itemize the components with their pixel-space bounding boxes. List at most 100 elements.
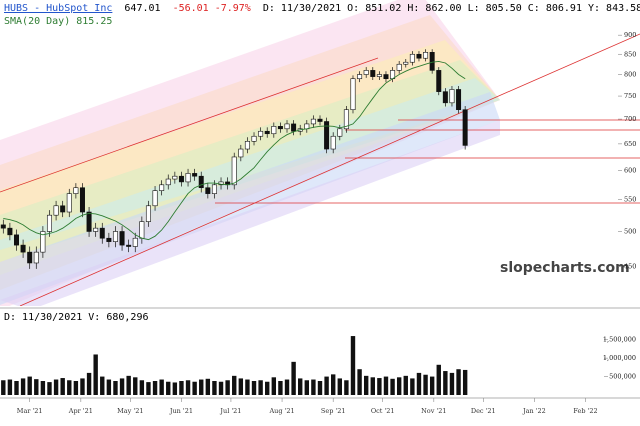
x-tick-label: Mar '21 xyxy=(17,407,43,415)
candle-body xyxy=(60,205,66,213)
candle-body xyxy=(258,130,264,137)
x-tick-label: Jan '22 xyxy=(522,407,546,415)
y-tick-label: 700 xyxy=(624,115,636,123)
candle-body xyxy=(27,251,33,264)
volume-bar xyxy=(390,378,395,395)
candle-body xyxy=(46,214,52,232)
volume-bar xyxy=(271,377,277,395)
candle-body xyxy=(251,135,257,142)
candle-body xyxy=(409,53,415,63)
candle-body xyxy=(0,224,6,229)
volume-bar xyxy=(284,379,290,395)
candle-body xyxy=(271,126,277,135)
volume-bar xyxy=(245,379,250,395)
x-tick-label: Apr '21 xyxy=(68,407,93,415)
quote-line: HUBS - HubSpot Inc 647.01 -56.01 -7.97% … xyxy=(4,3,640,14)
candle-body xyxy=(152,190,158,207)
volume-bar xyxy=(212,381,217,395)
candle-body xyxy=(112,231,118,242)
candle-body xyxy=(33,251,39,264)
volume-bar xyxy=(7,379,13,395)
volume-bar xyxy=(199,379,204,395)
y-tick-label: 800 xyxy=(624,71,636,79)
candle-body xyxy=(363,70,369,75)
volume-bar xyxy=(159,379,164,395)
volume-bar xyxy=(179,381,184,395)
candle-body xyxy=(337,128,343,137)
candle-body xyxy=(244,141,250,150)
candle-body xyxy=(73,187,79,194)
y-tick-label: 900 xyxy=(624,31,636,39)
volume-bar xyxy=(436,364,441,395)
candle-body xyxy=(291,123,297,132)
candle-body xyxy=(20,244,26,253)
volume-bar xyxy=(363,375,369,395)
volume-bar xyxy=(344,380,349,395)
volume-bar xyxy=(1,380,6,395)
volume-bar xyxy=(324,376,329,395)
candle-body xyxy=(238,148,244,158)
candle-body xyxy=(264,130,270,135)
volume-bar xyxy=(113,381,118,395)
candle-body xyxy=(330,135,336,150)
volume-bar xyxy=(86,372,92,395)
candle-body xyxy=(403,61,409,65)
volume-bar xyxy=(377,378,382,395)
candle-body xyxy=(178,175,184,183)
candle-body xyxy=(370,70,376,77)
volume-bar xyxy=(291,361,296,395)
candle-body xyxy=(211,184,217,194)
candle-body xyxy=(218,181,224,186)
watermark: slopecharts.com xyxy=(500,260,630,276)
volume-bar xyxy=(119,378,125,395)
y-tick-label: 500 xyxy=(624,227,636,235)
volume-bar xyxy=(53,379,59,395)
candle-body xyxy=(126,244,132,247)
ohlc: D: 11/30/2021 O: 851.02 H: 862.00 L: 805… xyxy=(263,3,640,14)
candle-body xyxy=(93,227,99,232)
volume-bar xyxy=(172,382,178,395)
candle-body xyxy=(462,109,468,146)
symbol: HUBS - HubSpot Inc xyxy=(4,3,112,14)
candle-body xyxy=(383,74,389,80)
candle-body xyxy=(416,53,422,59)
volume-label: D: 11/30/2021 V: 680,296 xyxy=(4,312,149,323)
x-tick-label: Dec '21 xyxy=(471,407,496,415)
price-change: -56.01 -7.97% xyxy=(173,3,251,14)
volume-bar xyxy=(133,377,138,395)
candle-body xyxy=(436,70,442,92)
candle-body xyxy=(456,89,462,111)
sma-label: SMA(20 Day) 815.25 xyxy=(4,16,112,27)
candle-body xyxy=(119,231,125,246)
candle-body xyxy=(423,52,429,59)
candle-body xyxy=(79,187,85,213)
y-tick-label: 850 xyxy=(624,50,636,58)
volume-bar xyxy=(80,378,85,395)
volume-bar xyxy=(357,369,362,395)
volume-bar xyxy=(396,377,402,395)
volume-tick-label: 500,000 xyxy=(609,373,636,381)
candle-body xyxy=(165,178,171,186)
candle-body xyxy=(396,63,402,71)
candle-body xyxy=(277,126,283,130)
volume-bar xyxy=(251,381,257,395)
candle-body xyxy=(66,193,72,213)
candle-body xyxy=(132,237,138,247)
candle-body xyxy=(350,78,356,111)
volume-bar xyxy=(258,380,263,395)
candle-body xyxy=(99,227,105,239)
volume-bar xyxy=(27,376,32,395)
volume-bar xyxy=(410,378,415,395)
candle-body xyxy=(13,234,19,246)
candle-body xyxy=(429,52,435,71)
volume-bar xyxy=(232,375,237,395)
x-tick-label: Sep '21 xyxy=(321,407,346,415)
y-tick-label: 450 xyxy=(624,263,636,271)
candle-body xyxy=(185,173,191,183)
volume-bar xyxy=(166,381,171,395)
x-tick-label: Feb '22 xyxy=(573,407,597,415)
volume-bar xyxy=(225,380,230,395)
volume-bar xyxy=(20,378,26,395)
volume-bar xyxy=(350,336,356,395)
volume-bar xyxy=(67,380,72,395)
